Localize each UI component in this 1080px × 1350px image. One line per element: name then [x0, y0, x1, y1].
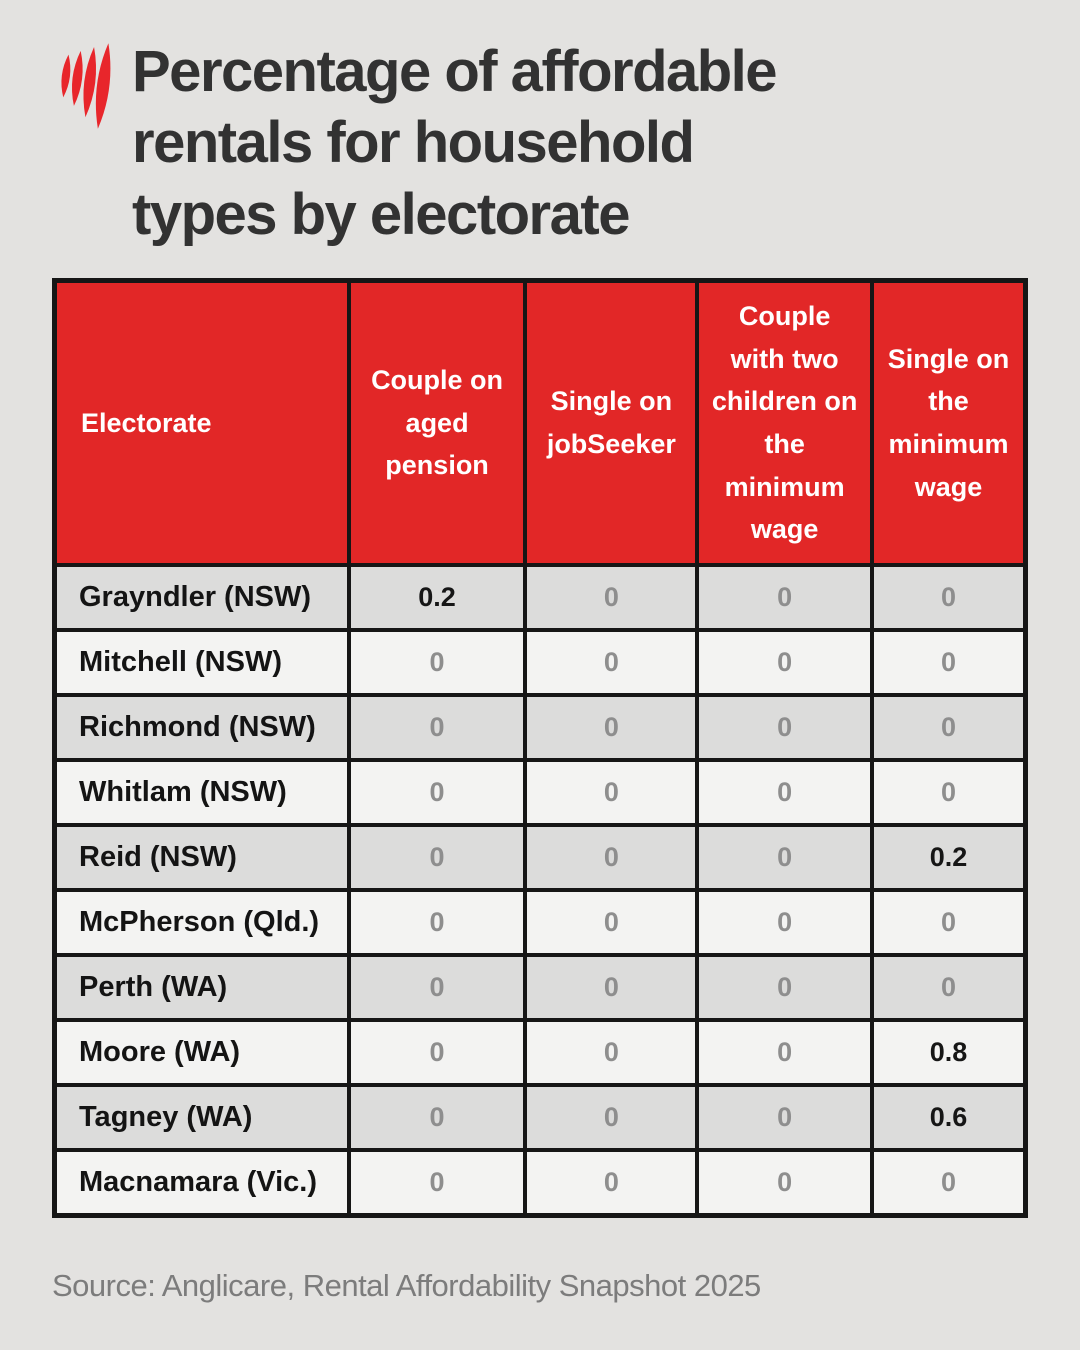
value-cell: 0.8 [870, 1017, 1028, 1087]
value-cell: 0 [695, 1082, 875, 1152]
value-cell: 0 [523, 1082, 700, 1152]
value-cell: 0 [870, 887, 1028, 957]
table-row: Mitchell (NSW) 0 0 0 0 [52, 627, 1028, 697]
electorate-cell: Richmond (NSW) [52, 692, 351, 762]
value-cell: 0 [346, 822, 528, 892]
table-row: Tagney (WA) 0 0 0 0.6 [52, 1082, 1028, 1152]
value-cell: 0 [695, 562, 875, 632]
column-header-couple-aged-pension: Couple on aged pension [346, 278, 528, 567]
value-cell: 0 [695, 952, 875, 1022]
electorate-cell: Grayndler (NSW) [52, 562, 351, 632]
table-row: Richmond (NSW) 0 0 0 0 [52, 692, 1028, 762]
value-cell: 0.2 [870, 822, 1028, 892]
value-cell: 0.6 [870, 1082, 1028, 1152]
value-cell: 0 [870, 562, 1028, 632]
infographic-page: Percentage of affordable rentals for hou… [52, 36, 1028, 1303]
value-cell: 0 [523, 692, 700, 762]
electorate-cell: Reid (NSW) [52, 822, 351, 892]
electorate-cell: Macnamara (Vic.) [52, 1147, 351, 1218]
value-cell: 0 [695, 887, 875, 957]
column-header-couple-two-children-min-wage: Couple with two children on the minimum … [695, 278, 875, 567]
electorate-cell: McPherson (Qld.) [52, 887, 351, 957]
value-cell: 0 [870, 627, 1028, 697]
table-row: Perth (WA) 0 0 0 0 [52, 952, 1028, 1022]
value-cell: 0 [523, 1147, 700, 1218]
affordability-table: Electorate Couple on aged pension Single… [52, 277, 1028, 1218]
table-body: Grayndler (NSW) 0.2 0 0 0 Mitchell (NSW)… [52, 562, 1028, 1218]
value-cell: 0 [870, 692, 1028, 762]
value-cell: 0 [523, 1017, 700, 1087]
electorate-cell: Mitchell (NSW) [52, 627, 351, 697]
value-cell: 0 [523, 562, 700, 632]
value-cell: 0 [870, 1147, 1028, 1218]
value-cell: 0.2 [346, 562, 528, 632]
electorate-cell: Perth (WA) [52, 952, 351, 1022]
value-cell: 0 [346, 692, 528, 762]
masthead: Percentage of affordable rentals for hou… [52, 36, 1028, 250]
value-cell: 0 [695, 692, 875, 762]
column-header-single-jobseeker: Single on jobSeeker [523, 278, 700, 567]
table-row: Whitlam (NSW) 0 0 0 0 [52, 757, 1028, 827]
column-header-electorate: Electorate [52, 278, 351, 567]
value-cell: 0 [695, 1017, 875, 1087]
table-row: Reid (NSW) 0 0 0 0.2 [52, 822, 1028, 892]
table-row: McPherson (Qld.) 0 0 0 0 [52, 887, 1028, 957]
page-title: Percentage of affordable rentals for hou… [132, 39, 778, 247]
table-row: Grayndler (NSW) 0.2 0 0 0 [52, 562, 1028, 632]
value-cell: 0 [346, 952, 528, 1022]
value-cell: 0 [523, 822, 700, 892]
value-cell: 0 [346, 627, 528, 697]
value-cell: 0 [346, 1017, 528, 1087]
value-cell: 0 [346, 887, 528, 957]
value-cell: 0 [346, 1147, 528, 1218]
value-cell: 0 [695, 627, 875, 697]
table-row: Moore (WA) 0 0 0 0.8 [52, 1017, 1028, 1087]
table-head: Electorate Couple on aged pension Single… [52, 278, 1028, 567]
value-cell: 0 [523, 887, 700, 957]
column-header-single-min-wage: Single on the minimum wage [870, 278, 1028, 567]
value-cell: 0 [523, 627, 700, 697]
electorate-cell: Whitlam (NSW) [52, 757, 351, 827]
value-cell: 0 [695, 757, 875, 827]
value-cell: 0 [870, 757, 1028, 827]
value-cell: 0 [523, 757, 700, 827]
electorate-cell: Tagney (WA) [52, 1082, 351, 1152]
table-row: Macnamara (Vic.) 0 0 0 0 [52, 1147, 1028, 1218]
value-cell: 0 [695, 822, 875, 892]
value-cell: 0 [870, 952, 1028, 1022]
value-cell: 0 [695, 1147, 875, 1218]
value-cell: 0 [346, 757, 528, 827]
sbs-logo-icon [52, 42, 116, 130]
source-note: Source: Anglicare, Rental Affordability … [52, 1267, 761, 1303]
header-row: Electorate Couple on aged pension Single… [52, 278, 1028, 567]
value-cell: 0 [346, 1082, 528, 1152]
value-cell: 0 [523, 952, 700, 1022]
electorate-cell: Moore (WA) [52, 1017, 351, 1087]
